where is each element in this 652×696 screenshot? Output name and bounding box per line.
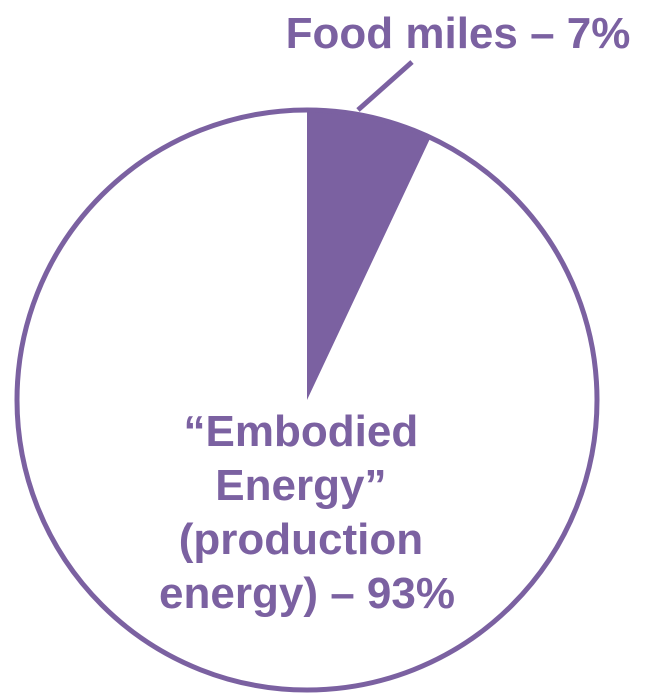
food-miles-leader-line (356, 60, 414, 112)
slice-label-embodied-energy: “Embodied Energy” (production energy) – … (159, 407, 455, 618)
slice-label-embodied-energy-line: Energy” (215, 461, 386, 510)
slice-label-food-miles-line: Food miles – 7% (286, 9, 631, 58)
slice-label-embodied-energy-line: “Embodied (184, 407, 419, 456)
pie-slice-embodied-energy (17, 110, 598, 690)
pie-outline (14, 107, 600, 693)
pie-slices (14, 107, 600, 693)
slice-label-food-miles: Food miles – 7% (286, 9, 631, 58)
slice-label-embodied-energy-line: (production (179, 515, 423, 564)
slice-label-embodied-energy-line: energy) – 93% (159, 569, 455, 618)
